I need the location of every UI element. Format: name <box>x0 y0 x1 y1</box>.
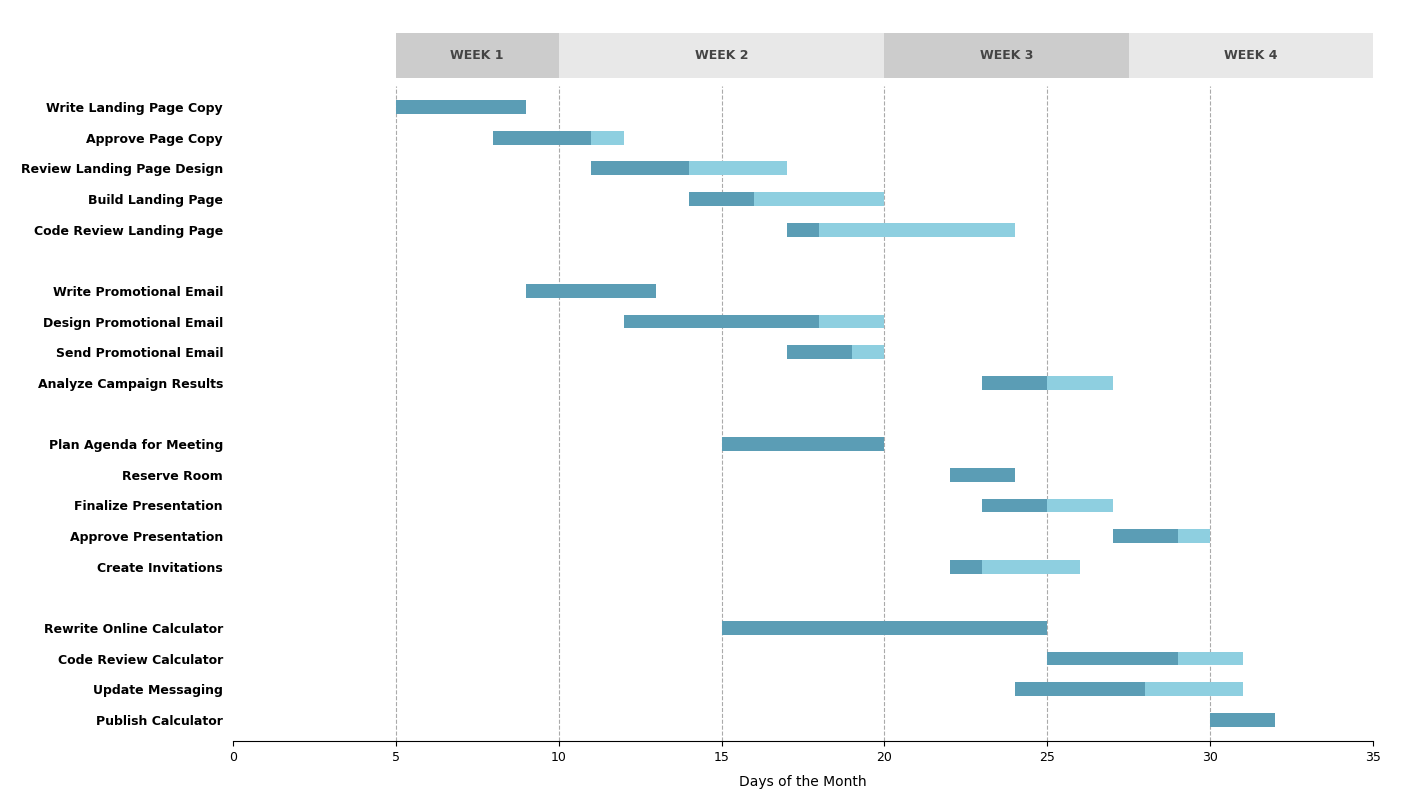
Bar <box>494 131 592 145</box>
Bar <box>819 223 1015 237</box>
Bar <box>1015 682 1145 696</box>
Bar <box>688 192 754 206</box>
Bar <box>688 161 787 175</box>
Bar <box>754 192 885 206</box>
Bar <box>852 345 885 359</box>
Bar <box>1047 498 1113 512</box>
Bar <box>1113 529 1178 543</box>
Bar <box>1047 376 1113 390</box>
Bar <box>1047 652 1178 666</box>
Bar <box>787 223 819 237</box>
X-axis label: Days of the Month: Days of the Month <box>739 775 866 789</box>
Bar <box>983 560 1080 573</box>
Bar <box>395 100 526 114</box>
Bar <box>983 498 1047 512</box>
Bar <box>949 560 983 573</box>
Bar <box>624 314 819 329</box>
Bar <box>592 161 688 175</box>
Bar <box>1145 682 1244 696</box>
Bar <box>592 131 624 145</box>
Bar <box>722 437 885 451</box>
Text: WEEK 1: WEEK 1 <box>450 49 503 62</box>
Bar <box>983 376 1047 390</box>
Bar <box>526 284 656 298</box>
Bar <box>1178 529 1210 543</box>
Text: WEEK 4: WEEK 4 <box>1224 49 1277 62</box>
Text: WEEK 2: WEEK 2 <box>695 49 749 62</box>
Bar <box>1178 652 1244 666</box>
Bar <box>819 314 885 329</box>
Bar <box>1210 713 1276 727</box>
Text: WEEK 3: WEEK 3 <box>980 49 1033 62</box>
Bar <box>949 468 1015 482</box>
Bar <box>787 345 852 359</box>
Bar <box>722 621 1047 635</box>
